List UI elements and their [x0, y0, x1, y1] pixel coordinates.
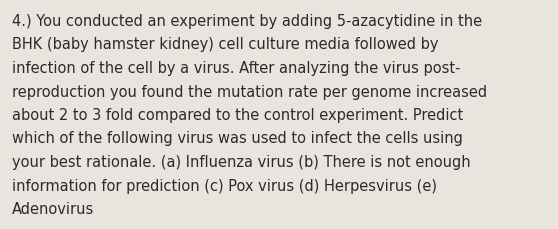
Text: infection of the cell by a virus. After analyzing the virus post-: infection of the cell by a virus. After …	[12, 61, 460, 76]
Text: reproduction you found the mutation rate per genome increased: reproduction you found the mutation rate…	[12, 84, 487, 99]
Text: 4.) You conducted an experiment by adding 5-azacytidine in the: 4.) You conducted an experiment by addin…	[12, 14, 482, 29]
Text: Adenovirus: Adenovirus	[12, 201, 94, 216]
Text: which of the following virus was used to infect the cells using: which of the following virus was used to…	[12, 131, 463, 146]
Text: your best rationale. (a) Influenza virus (b) There is not enough: your best rationale. (a) Influenza virus…	[12, 154, 470, 169]
Text: information for prediction (c) Pox virus (d) Herpesvirus (e): information for prediction (c) Pox virus…	[12, 178, 437, 193]
Text: BHK (baby hamster kidney) cell culture media followed by: BHK (baby hamster kidney) cell culture m…	[12, 37, 439, 52]
Text: about 2 to 3 fold compared to the control experiment. Predict: about 2 to 3 fold compared to the contro…	[12, 108, 463, 123]
